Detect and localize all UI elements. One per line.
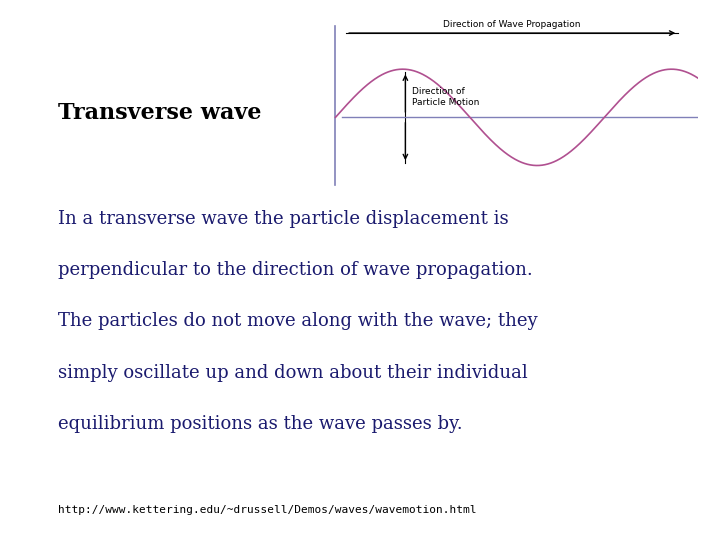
Text: http://www.kettering.edu/~drussell/Demos/waves/wavemotion.html: http://www.kettering.edu/~drussell/Demos…: [58, 505, 476, 515]
Text: equilibrium positions as the wave passes by.: equilibrium positions as the wave passes…: [58, 415, 462, 433]
Text: In a transverse wave the particle displacement is: In a transverse wave the particle displa…: [58, 210, 508, 228]
Text: perpendicular to the direction of wave propagation.: perpendicular to the direction of wave p…: [58, 261, 532, 279]
Text: The particles do not move along with the wave; they: The particles do not move along with the…: [58, 312, 537, 330]
Text: Transverse wave: Transverse wave: [58, 103, 261, 124]
Text: Direction of Wave Propagation: Direction of Wave Propagation: [444, 20, 581, 29]
Text: Direction of
Particle Motion: Direction of Particle Motion: [412, 87, 480, 107]
Text: simply oscillate up and down about their individual: simply oscillate up and down about their…: [58, 363, 527, 382]
